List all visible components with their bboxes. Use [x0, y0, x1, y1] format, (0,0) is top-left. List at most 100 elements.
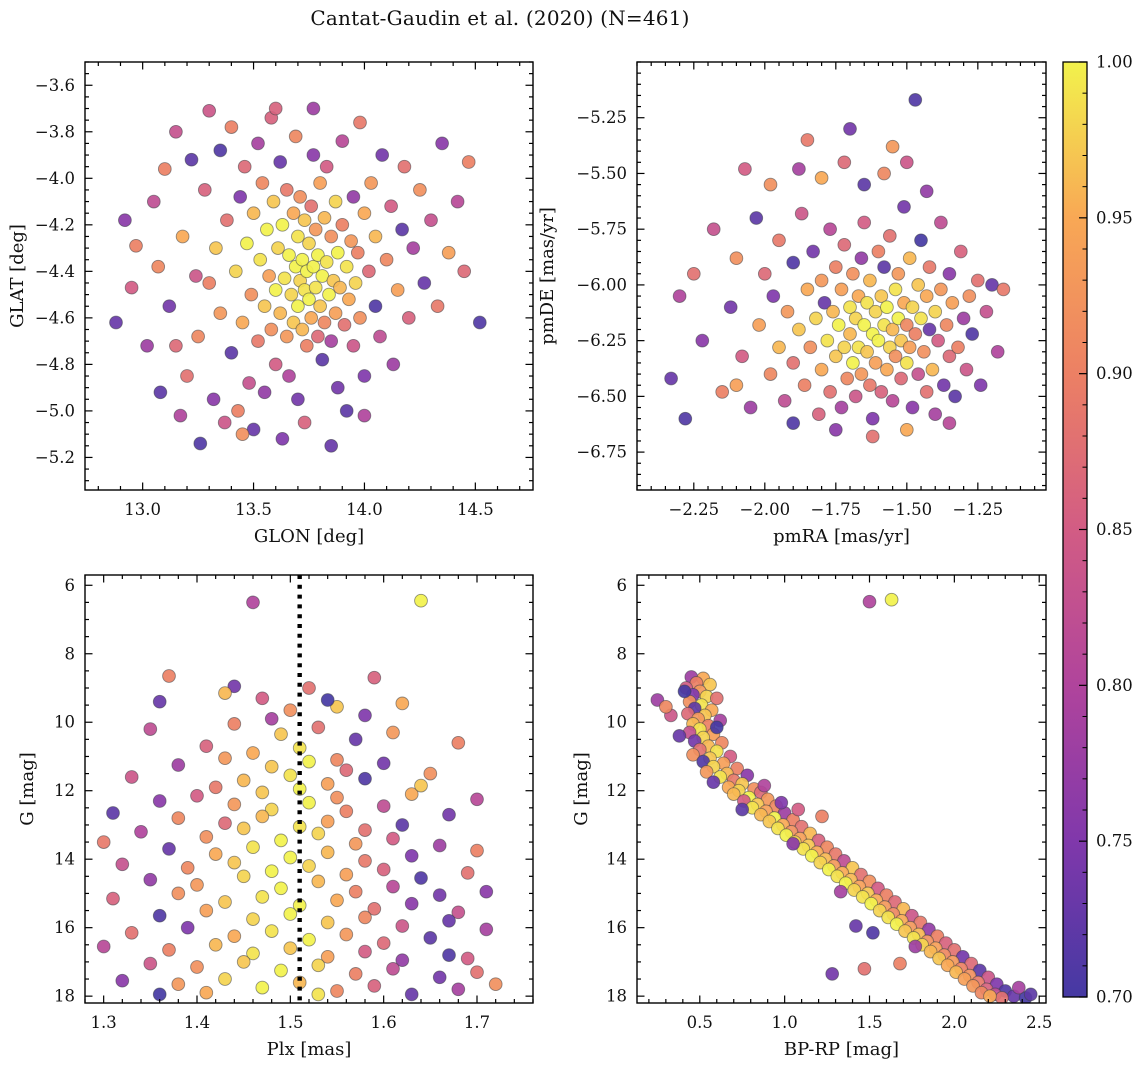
data-point [173, 408, 188, 423]
data-point [678, 411, 693, 426]
data-point [293, 190, 307, 204]
data-point [899, 356, 914, 370]
data-point [257, 299, 272, 314]
data-point [348, 276, 363, 290]
data-point [959, 362, 974, 377]
data-point [134, 824, 148, 839]
panel-parallax-magnitude: 1.3 1.4 1.5 1.6 1.7 6 8 10 12 14 16 18 Plx [mas] G [m… [17, 574, 534, 1060]
data-point [218, 686, 232, 700]
data-point [395, 696, 410, 711]
data-point [279, 329, 294, 344]
data-point [908, 93, 923, 107]
data-point [414, 593, 428, 608]
x-tick-label: 14.0 [346, 500, 383, 519]
data-point [965, 327, 980, 341]
data-point [414, 871, 428, 885]
data-point [417, 276, 432, 290]
x-tick-label: 14.5 [457, 500, 494, 519]
data-point [213, 306, 228, 321]
data-point [735, 349, 749, 364]
data-point [357, 408, 372, 423]
data-point [304, 311, 319, 325]
data-point [240, 236, 254, 251]
data-point [868, 356, 883, 370]
data-point [432, 970, 447, 985]
data-point [236, 773, 251, 788]
data-point [264, 924, 279, 938]
data-point [970, 273, 985, 288]
data-point [404, 787, 419, 801]
data-point [470, 843, 484, 858]
data-point [319, 255, 334, 269]
data-point [348, 836, 363, 851]
data-point [877, 260, 891, 274]
data-point [311, 987, 326, 1002]
figure-title: Cantat-Gaudin et al. (2020) (N=461) [310, 6, 690, 30]
y-tick-label: −3.6 [35, 76, 75, 95]
x-tick-label: 1.4 [184, 1013, 210, 1032]
data-point [905, 400, 920, 415]
data-point [695, 333, 710, 348]
y-tick-label: 6 [617, 576, 628, 595]
data-point [376, 936, 391, 950]
data-point [330, 893, 344, 908]
data-point [885, 322, 900, 337]
data-point [871, 333, 886, 348]
colorbar-tick-label: 0.70 [1096, 988, 1133, 1007]
data-point [271, 241, 285, 255]
data-point [386, 725, 400, 740]
data-point [404, 848, 419, 863]
data-point [985, 278, 999, 292]
y-tick-label: −5.25 [576, 108, 627, 127]
data-point [828, 422, 843, 437]
data-point [171, 811, 186, 825]
data-point [169, 338, 183, 353]
colorbar-tick-label: 1.00 [1096, 53, 1133, 72]
data-point [914, 233, 928, 248]
x-tick-label: 1.3 [91, 1013, 117, 1032]
data-point [914, 311, 928, 326]
colorbar-tick-label: 0.95 [1096, 208, 1133, 227]
data-point [302, 795, 316, 810]
data-point [866, 925, 880, 940]
x-tick-label: 0.5 [687, 1013, 713, 1032]
data-point [423, 931, 438, 945]
data-point [488, 977, 503, 992]
y-tick-label: 8 [65, 644, 76, 663]
data-point [264, 864, 279, 879]
y-tick-label: 6 [65, 576, 76, 595]
data-point [470, 965, 484, 980]
data-point [442, 807, 456, 822]
x-tick-label: 2.0 [941, 1013, 967, 1032]
data-point [820, 333, 835, 348]
data-point [208, 847, 223, 861]
data-point [825, 967, 840, 981]
data-point [672, 289, 687, 303]
y-tick-label: 18 [606, 987, 627, 1006]
data-point [335, 217, 350, 232]
data-point [152, 694, 167, 709]
data-point [826, 304, 840, 319]
data-point [283, 907, 298, 921]
data-point [242, 376, 256, 390]
data-point [255, 176, 270, 190]
y-tick-label: 16 [54, 918, 75, 937]
data-point [772, 340, 786, 355]
axes-frame [636, 61, 1047, 491]
data-point [367, 901, 382, 916]
data-point [834, 400, 849, 415]
data-point [376, 756, 391, 771]
data-point [235, 315, 250, 330]
y-tick-label: −6.00 [576, 275, 627, 294]
y-tick-label: −5.75 [576, 220, 627, 239]
y-tick-label: −4.2 [35, 215, 75, 234]
data-point [823, 222, 837, 237]
data-point [882, 229, 897, 243]
data-point [129, 238, 143, 253]
data-point [934, 282, 948, 297]
data-point [140, 338, 154, 353]
data-point [902, 251, 917, 266]
data-point [157, 162, 172, 176]
data-points [664, 93, 1011, 444]
data-point [283, 703, 298, 718]
